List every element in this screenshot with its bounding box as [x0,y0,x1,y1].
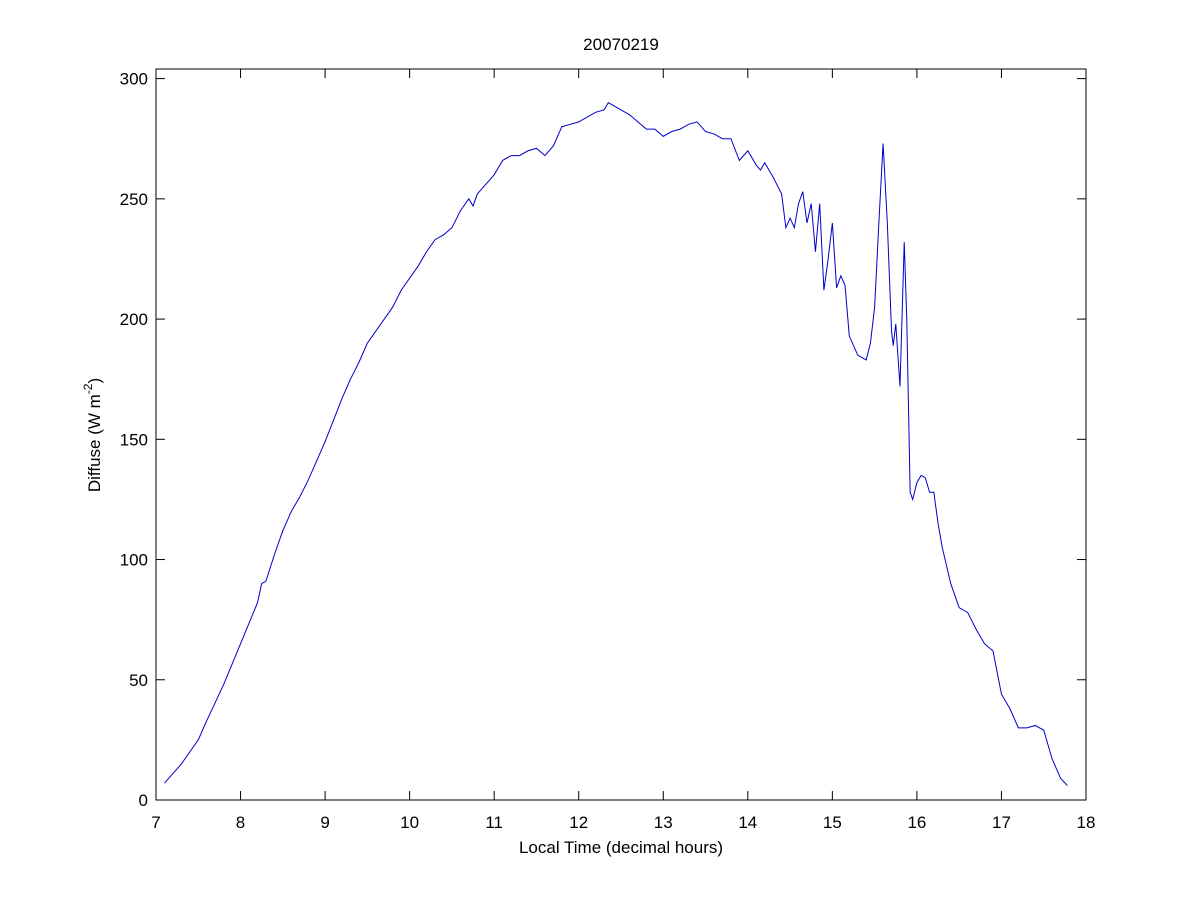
x-tick-label: 8 [236,813,245,832]
x-tick-label: 7 [151,813,160,832]
y-label-main: Diffuse (W m [85,394,104,492]
y-tick-label: 50 [129,671,148,690]
x-tick-label: 10 [400,813,419,832]
chart-title: 20070219 [583,35,659,54]
x-tick-label: 11 [485,813,503,832]
plot-frame [155,68,1087,801]
x-tick-label: 13 [654,813,673,832]
y-axis-label: Diffuse (W m-2) [81,378,104,492]
y-tick-label: 100 [120,551,148,570]
x-tick-label: 15 [823,813,842,832]
y-label-exponent: -2 [81,383,95,394]
y-label-end: ) [85,378,104,384]
y-tick-label: 200 [120,310,148,329]
y-tick-label: 150 [120,430,148,449]
data-line [164,101,1068,786]
y-tick-label: 0 [139,791,148,810]
x-tick-label: 12 [569,813,588,832]
x-axis-label: Local Time (decimal hours) [519,838,723,857]
x-tick-label: 18 [1077,813,1096,832]
y-tick-label: 250 [120,190,148,209]
y-tick-label: 300 [120,70,148,89]
x-tick-label: 17 [992,813,1011,832]
x-tick-label: 16 [907,813,926,832]
x-tick-label: 9 [320,813,329,832]
x-tick-label: 14 [738,813,757,832]
